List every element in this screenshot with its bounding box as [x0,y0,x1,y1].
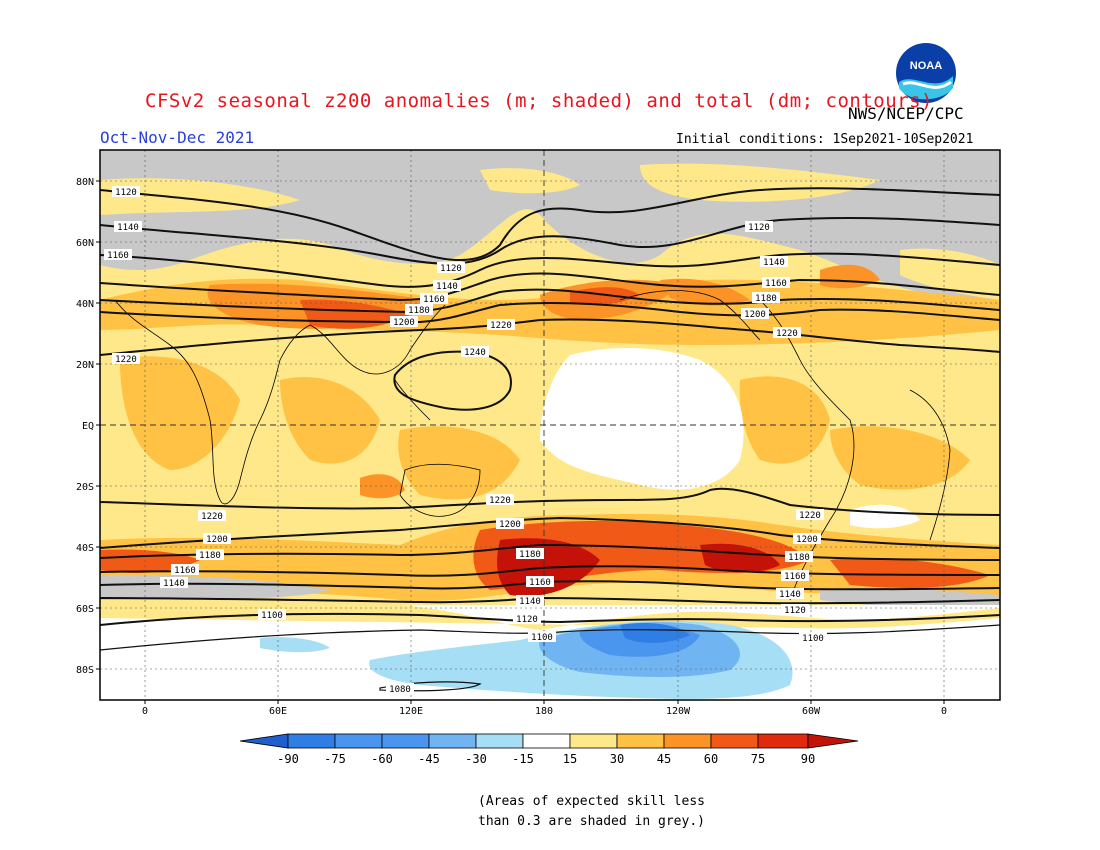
svg-text:1120: 1120 [748,223,770,233]
svg-text:120E: 120E [399,706,423,717]
longitude-labels: 0 60E 120E 180 120W 60W 0 [142,706,947,717]
svg-text:-90: -90 [277,752,299,766]
svg-text:1180: 1180 [199,551,221,561]
initial-conditions: Initial conditions: 1Sep2021-10Sep2021 [676,132,974,147]
svg-text:1200: 1200 [744,310,766,320]
agency-label: NWS/NCEP/CPC [848,104,964,123]
svg-text:90: 90 [801,752,815,766]
svg-text:1200: 1200 [393,318,415,328]
svg-text:1220: 1220 [115,355,137,365]
svg-text:-75: -75 [324,752,346,766]
svg-text:1220: 1220 [799,511,821,521]
svg-text:60N: 60N [76,238,94,249]
svg-text:1140: 1140 [763,258,785,268]
svg-text:1120: 1120 [516,615,538,625]
footnote-line-1: (Areas of expected skill less [478,794,705,809]
svg-text:1160: 1160 [529,578,551,588]
svg-text:1160: 1160 [174,566,196,576]
contour-labels: 1120 1140 1160 1220 1120 1140 1160 1180 … [104,186,827,695]
svg-text:1140: 1140 [436,282,458,292]
svg-text:-15: -15 [512,752,534,766]
latitude-labels: 80N 60N 40N 20N EQ 20S 40S 60S 80S [76,177,94,676]
svg-text:1160: 1160 [765,279,787,289]
svg-text:-45: -45 [418,752,440,766]
svg-text:1180: 1180 [408,306,430,316]
svg-text:-30: -30 [465,752,487,766]
svg-text:1220: 1220 [776,329,798,339]
svg-text:45: 45 [657,752,671,766]
footnote: (Areas of expected skill less than 0.3 a… [478,792,705,832]
colorbar [239,733,859,749]
svg-text:75: 75 [751,752,765,766]
svg-text:60W: 60W [802,706,821,717]
svg-text:1200: 1200 [796,535,818,545]
svg-text:0: 0 [941,706,947,717]
svg-text:1180: 1180 [519,550,541,560]
svg-text:15: 15 [563,752,577,766]
svg-text:80S: 80S [76,665,94,676]
svg-text:1140: 1140 [117,223,139,233]
svg-text:1080: 1080 [389,685,411,695]
svg-text:1200: 1200 [499,520,521,530]
svg-text:-60: -60 [371,752,393,766]
svg-text:1240: 1240 [464,348,486,358]
footnote-line-2: than 0.3 are shaded in grey.) [478,814,705,829]
svg-text:1140: 1140 [163,579,185,589]
svg-text:1100: 1100 [531,633,553,643]
logo-text: NOAA [910,60,942,72]
svg-text:1220: 1220 [201,512,223,522]
map-title: CFSv2 seasonal z200 anomalies (m; shaded… [145,90,933,112]
svg-text:1160: 1160 [423,295,445,305]
svg-text:1180: 1180 [788,553,810,563]
svg-text:60: 60 [704,752,718,766]
svg-text:80N: 80N [76,177,94,188]
svg-text:1100: 1100 [802,634,824,644]
svg-text:30: 30 [610,752,624,766]
svg-text:40N: 40N [76,299,94,310]
svg-text:1140: 1140 [779,590,801,600]
svg-text:1120: 1120 [115,188,137,198]
colorbar-ticks: -90 -75 -60 -45 -30 -15 15 30 45 60 75 9… [277,752,815,766]
season-label: Oct-Nov-Dec 2021 [100,128,255,147]
svg-text:20S: 20S [76,482,94,493]
svg-text:40S: 40S [76,543,94,554]
svg-text:60E: 60E [269,706,287,717]
svg-text:20N: 20N [76,360,94,371]
svg-text:1160: 1160 [784,572,806,582]
svg-text:180: 180 [535,706,553,717]
svg-text:1120: 1120 [440,264,462,274]
svg-text:1100: 1100 [261,611,283,621]
noaa-logo: NOAA [896,43,956,103]
svg-text:1180: 1180 [755,294,777,304]
svg-text:1140: 1140 [519,597,541,607]
svg-text:EQ: EQ [82,421,94,432]
svg-text:1220: 1220 [490,321,512,331]
svg-text:1120: 1120 [784,606,806,616]
svg-text:1160: 1160 [107,251,129,261]
svg-text:0: 0 [142,706,148,717]
svg-text:1220: 1220 [489,496,511,506]
svg-text:60S: 60S [76,604,94,615]
svg-text:120W: 120W [666,706,691,717]
svg-text:1200: 1200 [206,535,228,545]
